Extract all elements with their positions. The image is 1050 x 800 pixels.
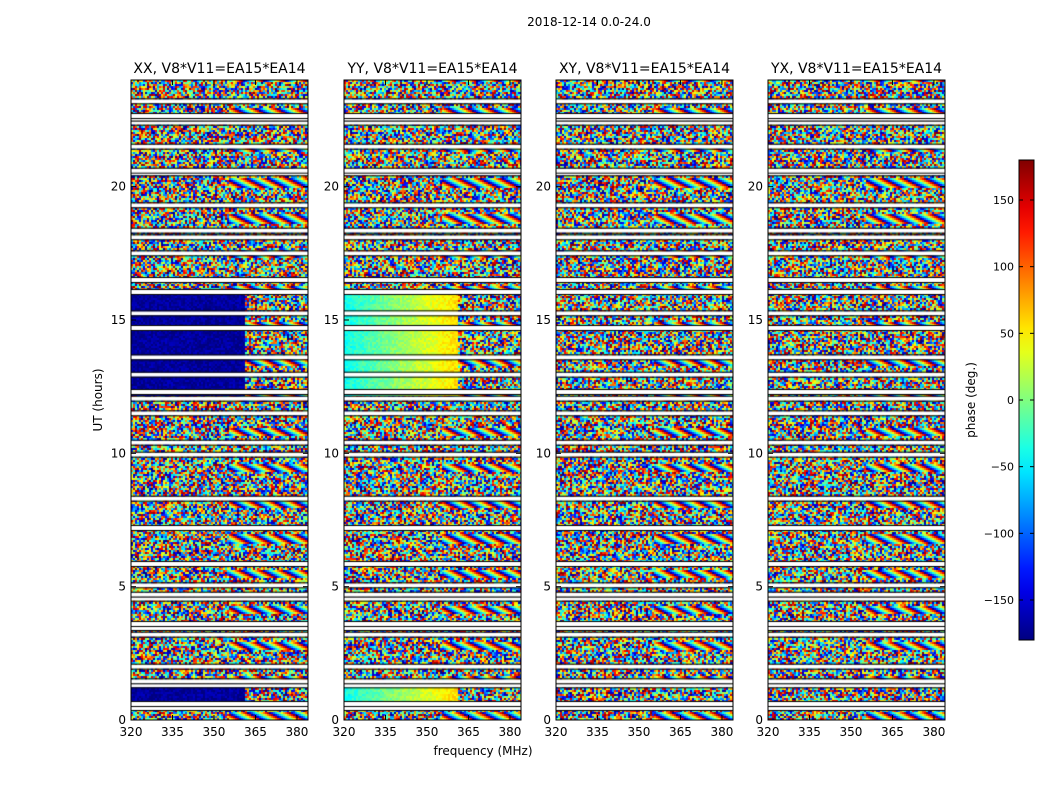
panel-title: XY, V8*V11=EA15*EA14 [559,61,730,77]
x-tick-label: 380 [498,725,521,739]
y-tick-label: 0 [331,713,339,727]
y-tick-label: 0 [755,713,763,727]
x-tick-label: 380 [285,725,308,739]
y-tick-label: 15 [748,313,763,327]
colorbar-label: phase (deg.) [964,362,978,438]
x-tick-label: 380 [922,725,945,739]
colorbar-tick-label: −50 [991,461,1014,474]
y-tick-label: 0 [118,713,126,727]
y-tick-label: 15 [536,313,551,327]
y-tick-label: 10 [111,446,126,460]
x-tick-label: 320 [120,725,143,739]
phase-heatmap [556,80,733,720]
panels: XX, V8*V11=EA15*EA14 320 335 350 365 380 0 5 10 1… [111,61,946,739]
y-tick-label: 20 [536,180,551,194]
phase-heatmap [344,80,521,720]
colorbar: 150 100 50 0 −50 −100 −150 [984,159,1035,641]
x-tick-label: 350 [628,725,651,739]
x-tick-label: 350 [840,725,863,739]
y-tick-label: 20 [748,180,763,194]
colorbar-tick-label: −100 [984,527,1014,540]
y-tick-label: 5 [331,580,339,594]
axes-frame [343,79,522,721]
x-tick-label: 365 [881,725,904,739]
colorbar-tick-label: −150 [984,594,1014,607]
phase-heatmap [768,80,945,720]
y-tick-label: 10 [748,446,763,460]
x-tick-label: 335 [798,725,821,739]
y-tick-label: 5 [543,580,551,594]
y-tick-label: 15 [111,313,126,327]
axes-frame [555,79,734,721]
x-tick-label: 350 [203,725,226,739]
axes-frame [130,79,309,721]
panel-title: YX, V8*V11=EA15*EA14 [770,61,942,77]
y-tick-label: 15 [324,313,339,327]
axes-frame [767,79,946,721]
panel-title: XX, V8*V11=EA15*EA14 [133,61,305,77]
panel-title: YY, V8*V11=EA15*EA14 [346,61,517,77]
colorbar-tick-label: 150 [993,194,1014,207]
x-tick-label: 350 [416,725,439,739]
y-tick-label: 20 [324,180,339,194]
panel: XY, V8*V11=EA15*EA14 320 335 350 365 380 0 5 10 1… [536,61,734,739]
x-tick-label: 335 [374,725,397,739]
y-tick-label: 5 [118,580,126,594]
x-tick-label: 380 [710,725,733,739]
y-tick-label: 10 [324,446,339,460]
colorbar-tick-label: 0 [1007,394,1014,407]
figure-suptitle: 2018-12-14 0.0-24.0 [527,15,651,29]
y-axis-label: UT (hours) [91,368,105,431]
colorbar-tick-label: 50 [1000,327,1014,340]
panel: XX, V8*V11=EA15*EA14 320 335 350 365 380 0 5 10 1… [111,61,309,739]
phase-heatmap [131,80,308,720]
x-axis-label: frequency (MHz) [433,744,532,758]
panel: YX, V8*V11=EA15*EA14 320 335 350 365 380 0 5 10 1… [748,61,946,739]
x-tick-label: 365 [244,725,267,739]
x-tick-label: 365 [669,725,692,739]
x-tick-label: 365 [457,725,480,739]
y-tick-label: 5 [755,580,763,594]
y-tick-label: 0 [543,713,551,727]
x-tick-label: 335 [586,725,609,739]
x-tick-label: 320 [757,725,780,739]
colorbar-tick-label: 100 [993,261,1014,274]
x-tick-label: 335 [161,725,184,739]
panel: YY, V8*V11=EA15*EA14 320 335 350 365 380 0 5 10 1… [324,61,522,739]
y-tick-label: 20 [111,180,126,194]
y-tick-label: 10 [536,446,551,460]
x-tick-label: 320 [545,725,568,739]
x-tick-label: 320 [333,725,356,739]
